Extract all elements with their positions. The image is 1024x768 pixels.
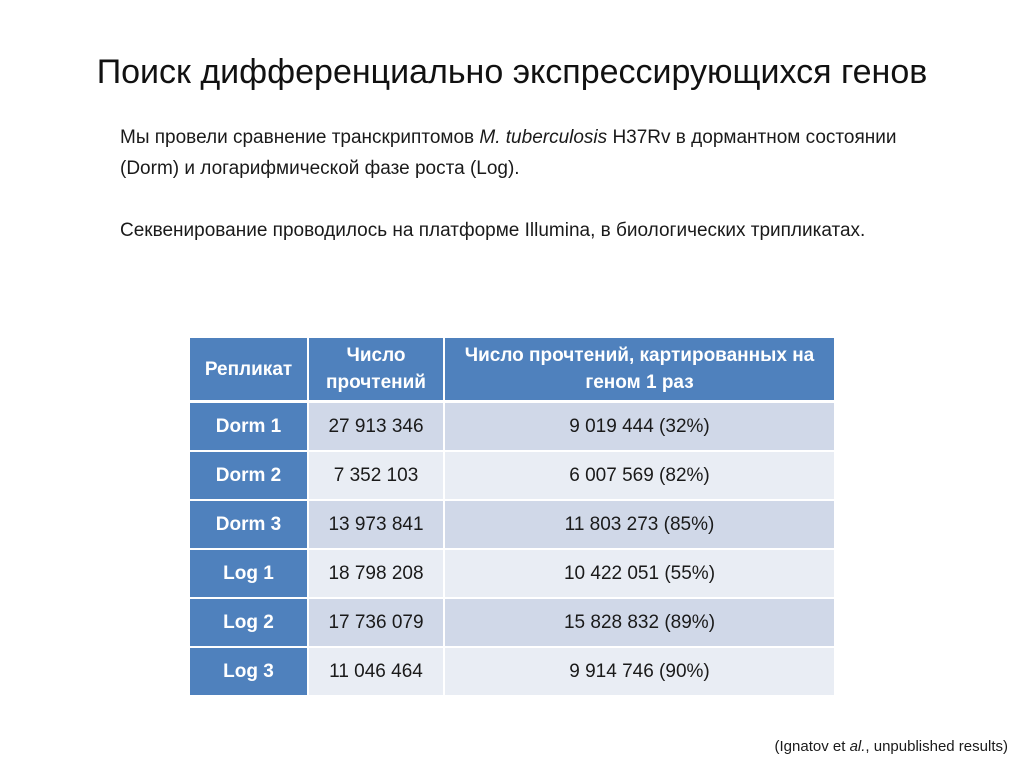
reads-cell: 7 352 103 xyxy=(308,451,445,501)
reads-cell: 11 046 464 xyxy=(308,647,445,697)
table-row: Log 2 17 736 079 15 828 832 (89%) xyxy=(190,598,834,648)
mapped-cell: 10 422 051 (55%) xyxy=(444,549,834,599)
intro-paragraph-1-part2: H37Rv в дормантном состоянии (Dorm) и ло… xyxy=(120,127,897,179)
mapped-cell: 6 007 569 (82%) xyxy=(444,451,834,501)
citation-prefix: (Ignatov et xyxy=(774,738,850,755)
replicate-cell: Dorm 1 xyxy=(190,401,309,452)
replicate-cell: Log 3 xyxy=(190,647,309,697)
slide-title: Поиск дифференциально экспрессирующихся … xyxy=(96,53,928,91)
table-row: Dorm 3 13 973 841 11 803 273 (85%) xyxy=(190,500,834,550)
citation: (Ignatov et al., unpublished results) xyxy=(775,738,1008,755)
header-replicate: Репликат xyxy=(190,338,309,403)
intro-text: Мы провели сравнение транскриптомов M. t… xyxy=(120,122,920,246)
intro-paragraph-1-part1: Мы провели сравнение транскриптомов xyxy=(120,127,480,148)
replicate-cell: Dorm 2 xyxy=(190,451,309,501)
replicate-cell: Dorm 3 xyxy=(190,500,309,550)
intro-paragraph-1: Мы провели сравнение транскриптомов M. t… xyxy=(120,122,920,184)
reads-cell: 13 973 841 xyxy=(308,500,445,550)
reads-cell: 27 913 346 xyxy=(308,401,445,452)
citation-suffix: , unpublished results) xyxy=(865,738,1008,755)
replicate-cell: Log 1 xyxy=(190,549,309,599)
table-header-row: Репликат Число прочтений Число прочтений… xyxy=(190,338,834,403)
citation-italic: al. xyxy=(849,738,866,755)
header-mapped: Число прочтений, картированных на геном … xyxy=(444,338,834,403)
mapped-cell: 11 803 273 (85%) xyxy=(444,500,834,550)
intro-paragraph-2: Секвенирование проводилось на платформе … xyxy=(120,220,866,241)
table-row: Log 1 18 798 208 10 422 051 (55%) xyxy=(190,549,834,599)
reads-cell: 18 798 208 xyxy=(308,549,445,599)
table-row: Dorm 2 7 352 103 6 007 569 (82%) xyxy=(190,451,834,501)
table-row: Dorm 1 27 913 346 9 019 444 (32%) xyxy=(190,401,834,452)
mapped-cell: 15 828 832 (89%) xyxy=(444,598,834,648)
replicates-table: Репликат Число прочтений Число прочтений… xyxy=(190,338,834,697)
replicate-cell: Log 2 xyxy=(190,598,309,648)
species-name: M. tuberculosis xyxy=(479,127,608,148)
reads-cell: 17 736 079 xyxy=(308,598,445,648)
header-reads: Число прочтений xyxy=(308,338,445,403)
mapped-cell: 9 914 746 (90%) xyxy=(444,647,834,697)
mapped-cell: 9 019 444 (32%) xyxy=(444,401,834,452)
table-row: Log 3 11 046 464 9 914 746 (90%) xyxy=(190,647,834,697)
